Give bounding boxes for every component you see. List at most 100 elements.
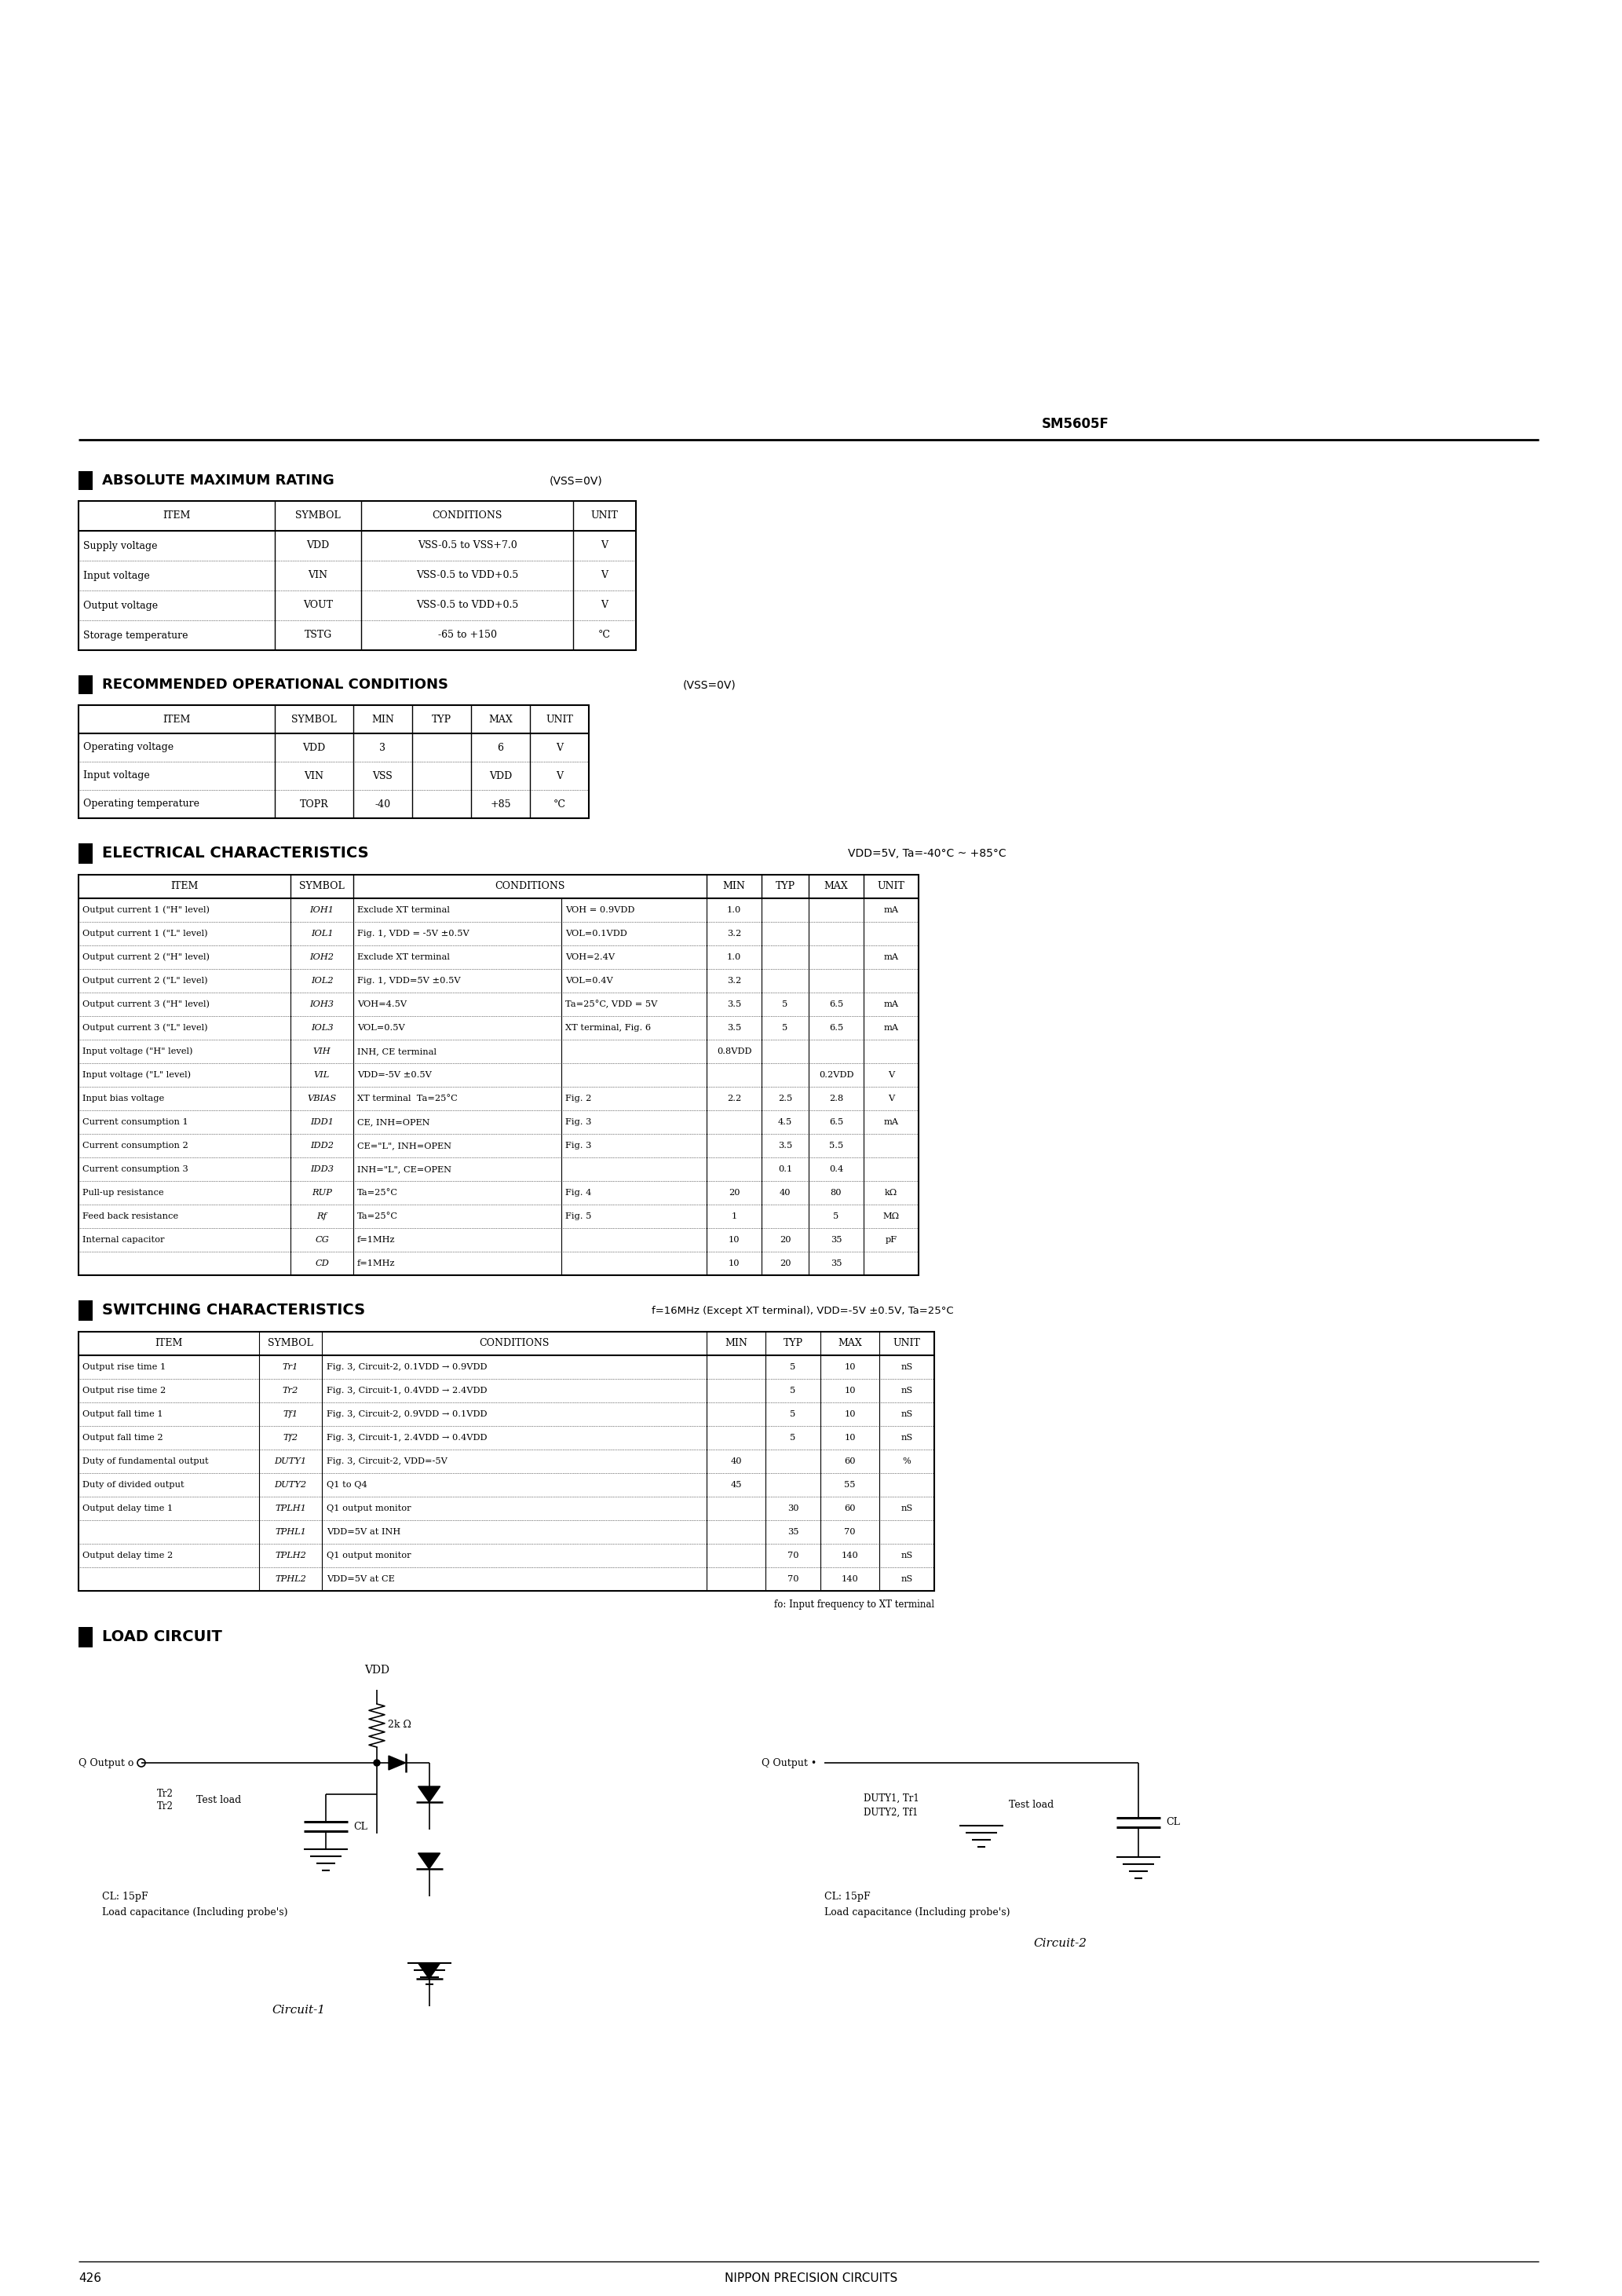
Text: Output delay time 1: Output delay time 1 — [83, 1504, 174, 1513]
Text: Input voltage: Input voltage — [83, 569, 149, 581]
Text: VDD: VDD — [307, 540, 329, 551]
Text: SYMBOL: SYMBOL — [298, 882, 344, 891]
Text: (VSS=0V): (VSS=0V) — [550, 475, 603, 487]
Text: Tr2: Tr2 — [157, 1802, 174, 1812]
Text: 6.5: 6.5 — [829, 1001, 843, 1008]
Text: Rf: Rf — [316, 1212, 328, 1219]
Text: Storage temperature: Storage temperature — [83, 629, 188, 641]
Text: Feed back resistance: Feed back resistance — [83, 1212, 178, 1219]
Text: Fig. 4: Fig. 4 — [564, 1189, 592, 1196]
Text: 70: 70 — [787, 1575, 798, 1582]
Text: 3.5: 3.5 — [779, 1141, 792, 1150]
Text: Output current 2 ("H" level): Output current 2 ("H" level) — [83, 953, 209, 962]
Text: ABSOLUTE MAXIMUM RATING: ABSOLUTE MAXIMUM RATING — [102, 473, 334, 487]
Text: 10: 10 — [843, 1433, 855, 1442]
Text: IDD1: IDD1 — [310, 1118, 334, 1125]
Text: 2.2: 2.2 — [727, 1095, 741, 1102]
Polygon shape — [389, 1756, 406, 1770]
Text: VSS-0.5 to VSS+7.0: VSS-0.5 to VSS+7.0 — [417, 540, 517, 551]
Text: 35: 35 — [787, 1529, 798, 1536]
Text: Fig. 2: Fig. 2 — [564, 1095, 592, 1102]
Text: Output current 2 ("L" level): Output current 2 ("L" level) — [83, 976, 208, 985]
Text: LOAD CIRCUIT: LOAD CIRCUIT — [102, 1630, 222, 1644]
Text: V: V — [602, 599, 608, 611]
Text: 20: 20 — [780, 1261, 792, 1267]
Text: IOH1: IOH1 — [310, 907, 334, 914]
Text: 3.2: 3.2 — [727, 976, 741, 985]
Text: 4.5: 4.5 — [779, 1118, 792, 1125]
Text: nS: nS — [900, 1387, 913, 1394]
Text: CL: CL — [354, 1821, 367, 1832]
Text: 5: 5 — [790, 1364, 796, 1371]
Text: 140: 140 — [842, 1575, 858, 1582]
Text: Input voltage: Input voltage — [83, 771, 149, 781]
Text: Output current 3 ("H" level): Output current 3 ("H" level) — [83, 1001, 209, 1008]
Text: MAX: MAX — [824, 882, 848, 891]
Bar — [78, 675, 92, 693]
Text: Output delay time 2: Output delay time 2 — [83, 1552, 174, 1559]
Text: 80: 80 — [830, 1189, 842, 1196]
Text: VDD=5V, Ta=-40°C ~ +85°C: VDD=5V, Ta=-40°C ~ +85°C — [848, 847, 1006, 859]
Text: 55: 55 — [843, 1481, 855, 1488]
Text: Test load: Test load — [196, 1795, 242, 1805]
Text: Test load: Test load — [1009, 1800, 1054, 1809]
Text: 35: 35 — [830, 1261, 842, 1267]
Text: V: V — [556, 771, 563, 781]
Text: UNIT: UNIT — [590, 510, 618, 521]
Text: RECOMMENDED OPERATIONAL CONDITIONS: RECOMMENDED OPERATIONAL CONDITIONS — [102, 677, 448, 691]
Text: TOPR: TOPR — [300, 799, 329, 808]
Text: mA: mA — [884, 907, 899, 914]
Text: 5: 5 — [790, 1410, 796, 1419]
Text: f=16MHz (Except XT terminal), VDD=-5V ±0.5V, Ta=25°C: f=16MHz (Except XT terminal), VDD=-5V ±0… — [652, 1306, 954, 1316]
Text: XT terminal  Ta=25°C: XT terminal Ta=25°C — [357, 1095, 457, 1102]
Text: VOUT: VOUT — [303, 599, 333, 611]
Bar — [78, 705, 589, 817]
Text: Circuit-2: Circuit-2 — [1033, 1938, 1087, 1949]
Text: Q1 output monitor: Q1 output monitor — [326, 1504, 410, 1513]
Text: nS: nS — [900, 1364, 913, 1371]
Text: V: V — [602, 540, 608, 551]
Text: SYMBOL: SYMBOL — [295, 510, 341, 521]
Text: Output current 3 ("L" level): Output current 3 ("L" level) — [83, 1024, 208, 1031]
Text: 10: 10 — [728, 1235, 740, 1244]
Text: Circuit-1: Circuit-1 — [271, 2004, 324, 2016]
Text: Exclude XT terminal: Exclude XT terminal — [357, 953, 449, 962]
Text: VIL: VIL — [315, 1070, 329, 1079]
Text: VSS: VSS — [373, 771, 393, 781]
Text: -65 to +150: -65 to +150 — [438, 629, 496, 641]
Text: VDD: VDD — [365, 1665, 389, 1676]
Text: Current consumption 3: Current consumption 3 — [83, 1166, 188, 1173]
Text: 2k Ω: 2k Ω — [388, 1720, 412, 1731]
Text: Supply voltage: Supply voltage — [83, 540, 157, 551]
Text: Output fall time 2: Output fall time 2 — [83, 1433, 162, 1442]
Text: CE, INH=OPEN: CE, INH=OPEN — [357, 1118, 430, 1125]
Text: Input voltage ("H" level): Input voltage ("H" level) — [83, 1047, 193, 1056]
Text: Q Output o: Q Output o — [78, 1759, 133, 1768]
Text: ELECTRICAL CHARACTERISTICS: ELECTRICAL CHARACTERISTICS — [102, 847, 368, 861]
Text: 0.1: 0.1 — [779, 1166, 792, 1173]
Text: 30: 30 — [787, 1504, 798, 1513]
Text: 3: 3 — [380, 742, 386, 753]
Text: 70: 70 — [787, 1552, 798, 1559]
Text: +85: +85 — [490, 799, 511, 808]
Text: V: V — [887, 1070, 894, 1079]
Text: 0.2VDD: 0.2VDD — [819, 1070, 853, 1079]
Text: VDD=5V at INH: VDD=5V at INH — [326, 1529, 401, 1536]
Text: 10: 10 — [843, 1364, 855, 1371]
Text: -40: -40 — [375, 799, 391, 808]
Text: 140: 140 — [842, 1552, 858, 1559]
Text: IDD2: IDD2 — [310, 1141, 334, 1150]
Text: MAX: MAX — [839, 1339, 861, 1348]
Text: CL: 15pF: CL: 15pF — [102, 1892, 148, 1901]
Text: INH="L", CE=OPEN: INH="L", CE=OPEN — [357, 1166, 451, 1173]
Text: TPLH2: TPLH2 — [274, 1552, 307, 1559]
Text: VOL=0.5V: VOL=0.5V — [357, 1024, 406, 1031]
Text: VIN: VIN — [308, 569, 328, 581]
Text: 20: 20 — [780, 1235, 792, 1244]
Text: Internal capacitor: Internal capacitor — [83, 1235, 164, 1244]
Text: UNIT: UNIT — [878, 882, 905, 891]
Text: DUTY2: DUTY2 — [274, 1481, 307, 1488]
Text: ITEM: ITEM — [156, 1339, 183, 1348]
Text: 0.8VDD: 0.8VDD — [717, 1047, 751, 1056]
Text: IDD3: IDD3 — [310, 1166, 334, 1173]
